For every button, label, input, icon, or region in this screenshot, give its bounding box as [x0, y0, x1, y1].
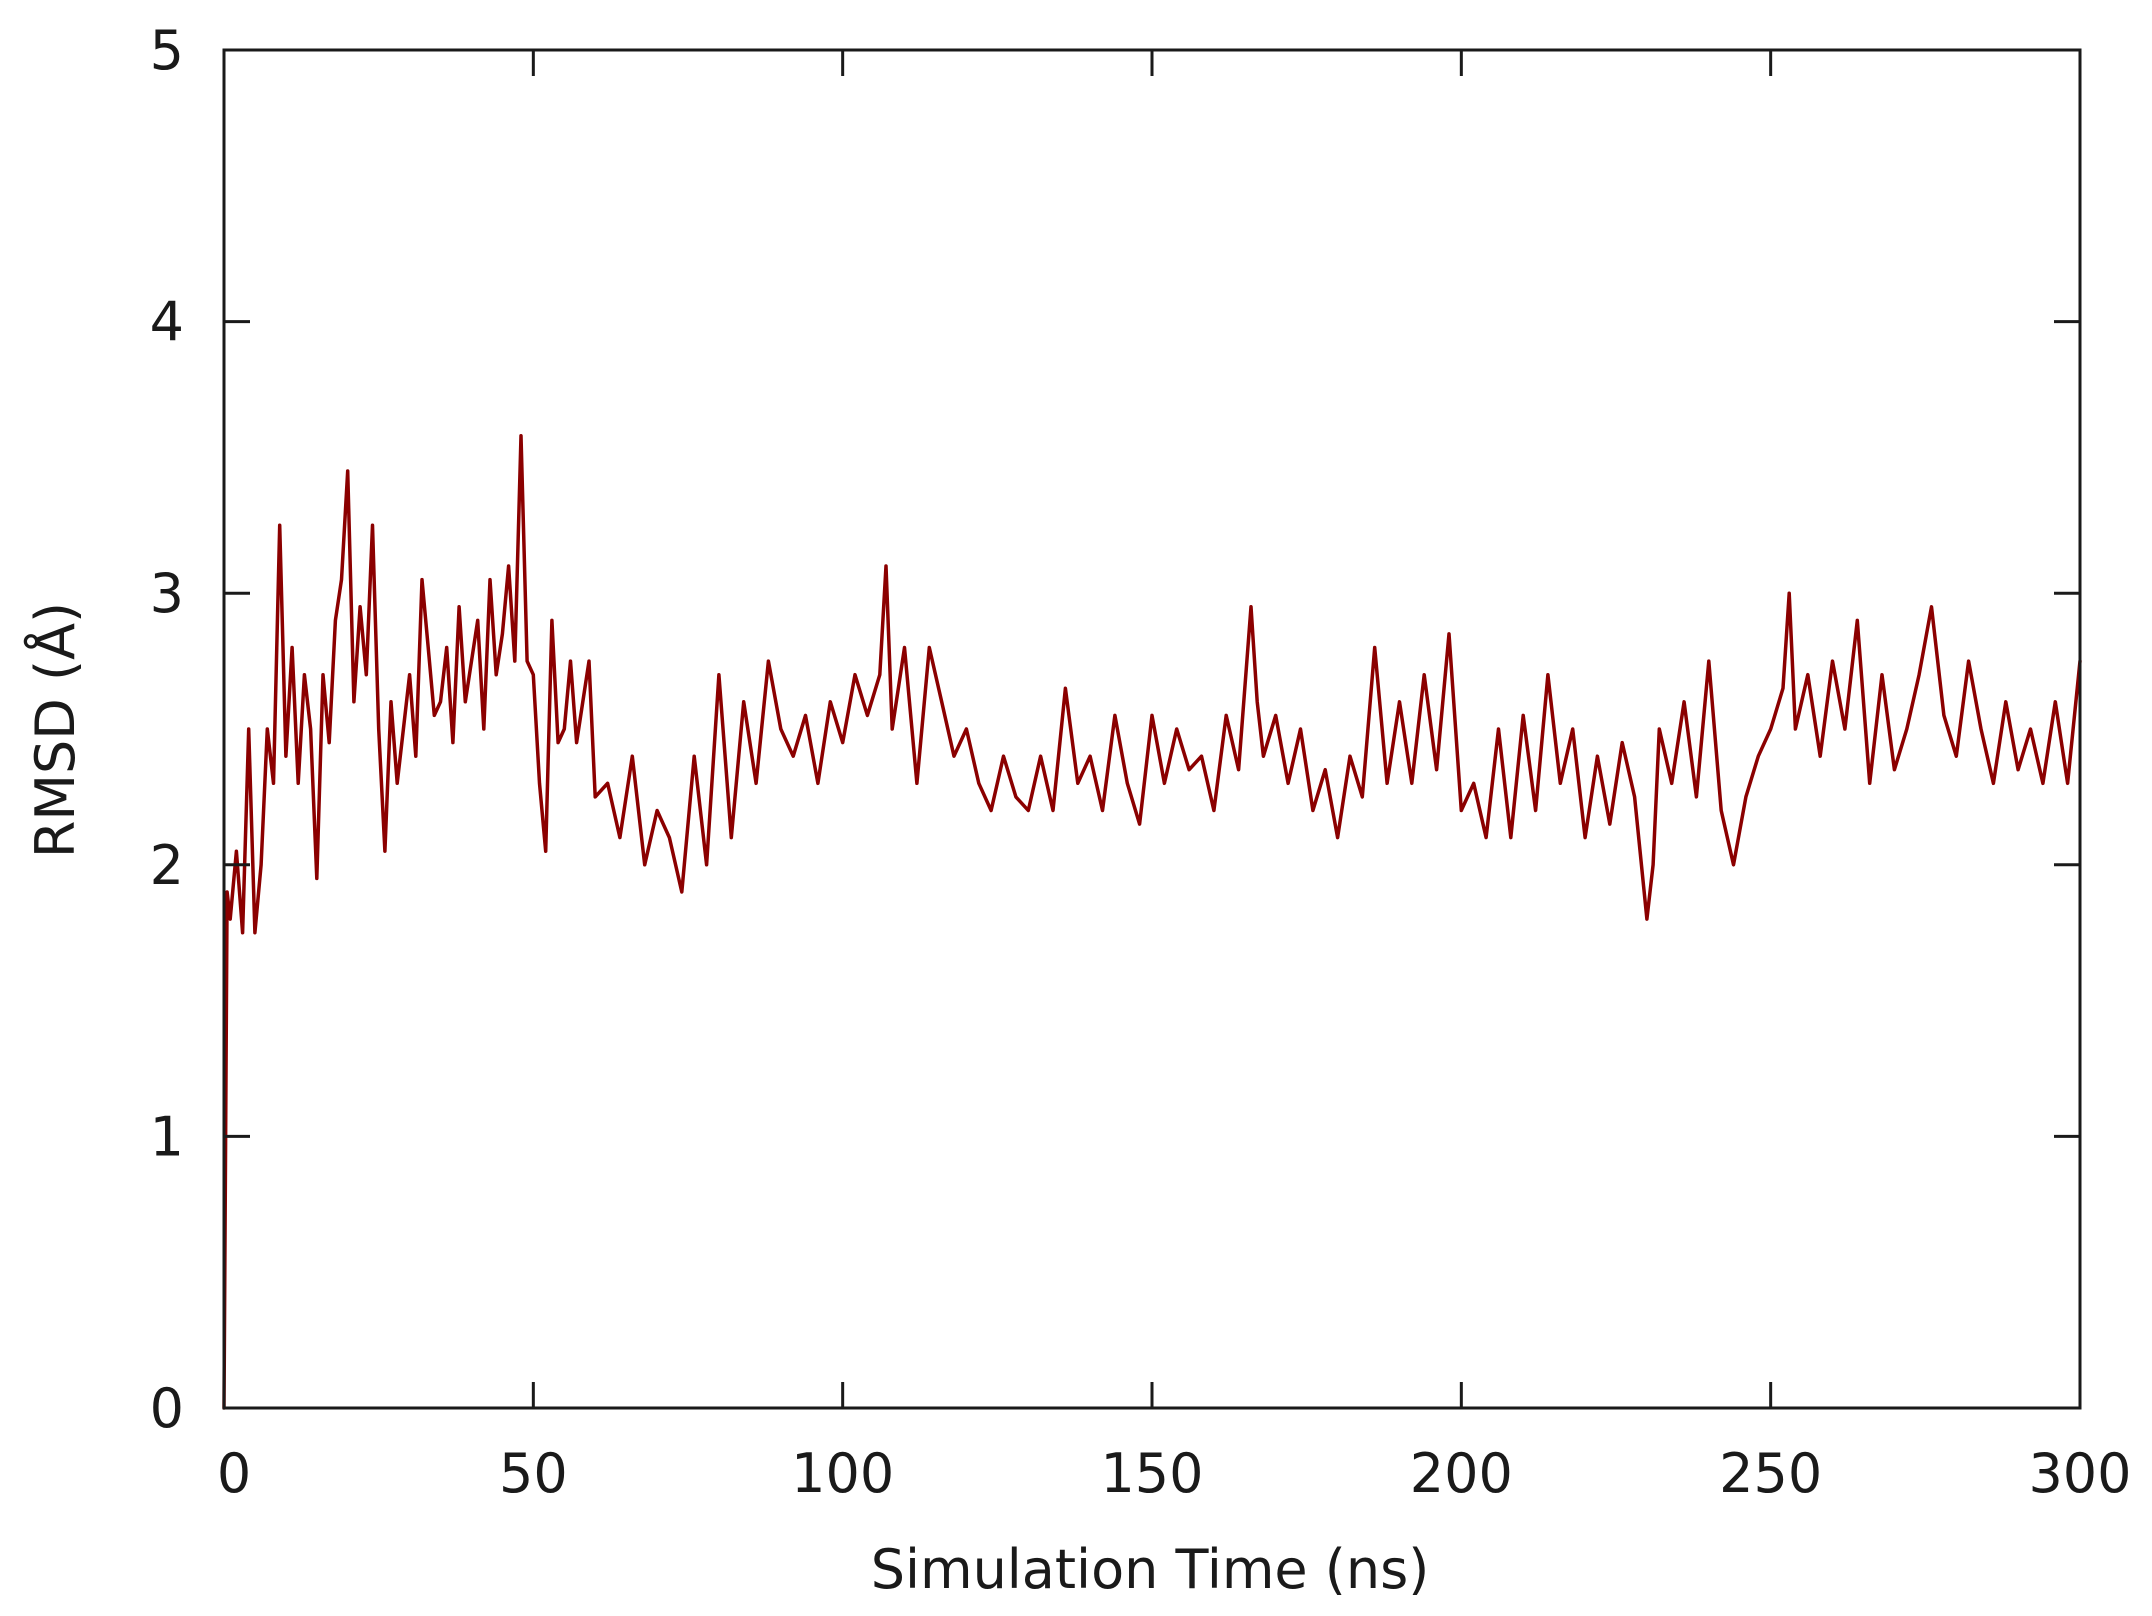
y-tick-label: 5	[150, 19, 184, 82]
x-tick-label: 300	[2028, 1442, 2131, 1505]
x-tick-label: 0	[217, 1442, 251, 1505]
x-tick-label: 50	[499, 1442, 568, 1505]
x-tick-label: 100	[791, 1442, 894, 1505]
y-axis-title: RMSD (Å)	[23, 602, 87, 858]
y-tick-label: 0	[150, 1377, 184, 1440]
x-axis-title: Simulation Time (ns)	[871, 1538, 1430, 1601]
x-tick-label: 200	[1410, 1442, 1513, 1505]
series-line	[224, 436, 2080, 1408]
y-tick-label: 3	[150, 562, 184, 625]
y-tick-label: 1	[150, 1105, 184, 1168]
x-tick-label: 150	[1100, 1442, 1203, 1505]
x-tick-label: 250	[1719, 1442, 1822, 1505]
y-tick-label: 2	[150, 834, 184, 897]
axes-layer: 0 50 100 150 200 250 300 0 1 2 3 4 5	[150, 19, 2132, 1505]
y-tick-label: 4	[150, 291, 184, 354]
plot-layer	[224, 436, 2080, 1408]
